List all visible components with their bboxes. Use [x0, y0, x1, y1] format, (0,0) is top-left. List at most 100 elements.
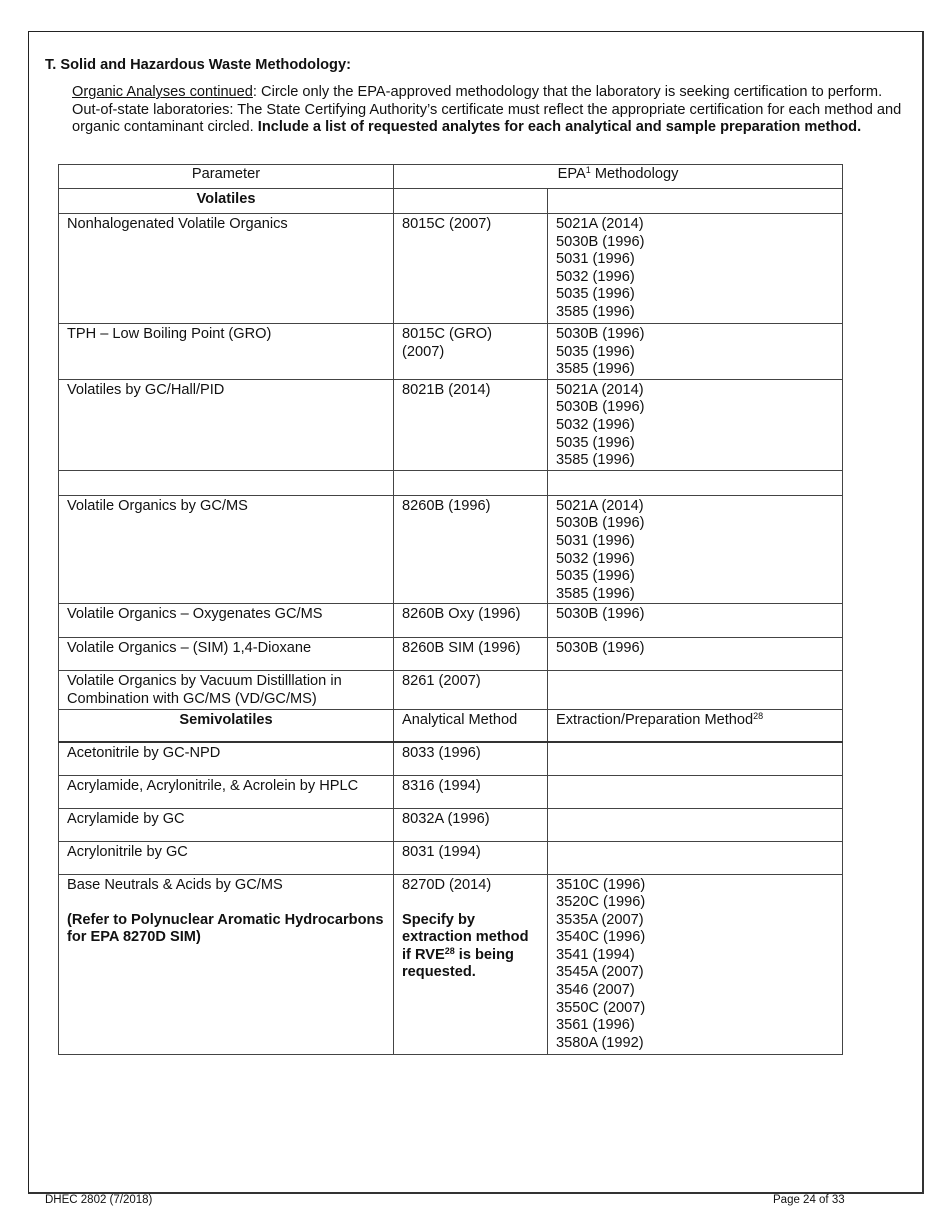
parameter-name: Acrylamide by GC	[67, 810, 185, 827]
prep-method-value: 5021A (2014)	[556, 497, 644, 514]
prep-cell: 5030B (1996)	[546, 603, 844, 639]
prep-cell	[546, 188, 844, 214]
parameter-cell: Volatile Organics by Vacuum Distilllatio…	[58, 670, 394, 710]
prep-method-value: 5030B (1996)	[556, 640, 645, 657]
method-value: 8021B (2014)	[402, 381, 491, 398]
table-row	[58, 469, 844, 496]
prep-cell: 5030B (1996)	[546, 637, 844, 672]
prep-method-value: 3550C (2007)	[556, 999, 646, 1016]
table-row: Acrylamide by GC 8032A (1996)	[58, 807, 844, 842]
table-row: Volatile Organics – Oxygenates GC/MS 8260…	[58, 603, 844, 639]
prep-method-value: 5030B (1996)	[556, 606, 645, 623]
footnote-ref: 28	[753, 710, 764, 721]
method-note: Specify by extraction method if RVE28 is…	[402, 912, 539, 982]
method-value: 8031 (1994)	[402, 843, 481, 860]
prep-cell: 3510C (1996) 3520C (1996) 3535A (2007) 3540…	[546, 873, 844, 1055]
footnote-ref: 1	[585, 165, 591, 175]
table-row: TPH – Low Boiling Point (GRO) 8015C (GRO)…	[58, 323, 844, 380]
method-cell: 8015C (2007)	[393, 213, 548, 324]
section-title: T. Solid and Hazardous Waste Methodology…	[45, 57, 351, 73]
table-header-row: Parameter EPA1 Methodology	[58, 164, 844, 189]
table-row: Base Neutrals & Acids by GC/MS (Refer to …	[58, 873, 844, 1055]
intro-paragraph: Organic Analyses continued: Circle only …	[72, 84, 912, 137]
method-value: 8260B SIM (1996)	[402, 640, 521, 657]
prep-cell	[546, 807, 844, 842]
prep-method-value: 3585 (1996)	[556, 361, 635, 378]
parameter-cell: Acrylonitrile by GC	[58, 840, 394, 875]
prep-method-value: 3546 (2007)	[556, 982, 635, 999]
prep-method-value: 5035 (1996)	[556, 568, 635, 585]
parameter-cell: Volatiles	[58, 188, 394, 214]
column-label: Analytical Method	[402, 711, 518, 728]
method-cell: 8260B (1996)	[393, 494, 548, 605]
parameter-cell: Volatile Organics – (SIM) 1,4-Dioxane	[58, 637, 394, 672]
prep-method-value: 5032 (1996)	[556, 416, 635, 433]
header-methodology-rest: Methodology	[590, 166, 679, 182]
method-cell: 8270D (2014) Specify by extraction method…	[393, 873, 548, 1055]
prep-method-value: 3540C (1996)	[556, 929, 646, 946]
parameter-cell: Base Neutrals & Acids by GC/MS (Refer to …	[58, 873, 394, 1055]
prep-cell: 5021A (2014) 5030B (1996) 5031 (1996) 5032 …	[546, 494, 844, 605]
method-value: 8260B Oxy (1996)	[402, 606, 521, 623]
method-value: (2007)	[402, 343, 445, 360]
table-row: Nonhalogenated Volatile Organics 8015C (2…	[58, 213, 844, 324]
prep-method-value: 5035 (1996)	[556, 434, 635, 451]
parameter-name: Volatile Organics – (SIM) 1,4-Dioxane	[67, 640, 312, 657]
prep-method-value: 5030B (1996)	[556, 233, 645, 250]
prep-method-value: 3541 (1994)	[556, 946, 635, 963]
prep-method-value: 3535A (2007)	[556, 911, 644, 928]
method-value: 8033 (1996)	[402, 745, 481, 761]
intro-bold: Include a list of requested analytes for…	[257, 119, 862, 136]
prep-method-value: 5030B (1996)	[556, 326, 645, 342]
method-cell: Analytical Method	[393, 708, 548, 743]
prep-method-value: 5032 (1996)	[556, 550, 635, 567]
method-value: 8260B (1996)	[402, 497, 491, 514]
header-parameter: Parameter	[58, 164, 394, 189]
group-heading: Volatiles	[196, 191, 256, 207]
column-label: Extraction/Preparation Method	[556, 711, 754, 728]
parameter-cell: Volatile Organics – Oxygenates GC/MS	[58, 603, 394, 639]
prep-method-value: 5021A (2014)	[556, 216, 644, 232]
parameter-name: Base Neutrals & Acids by GC/MS	[67, 876, 283, 893]
intro-text: : Circle only the EPA-approved methodolo…	[72, 84, 902, 136]
prep-method-value: 5035 (1996)	[556, 286, 635, 303]
parameter-name: Acetonitrile by GC-NPD	[67, 745, 221, 761]
prep-method-value: 5035 (1996)	[556, 343, 635, 360]
table-row: Acetonitrile by GC-NPD 8033 (1996)	[58, 741, 844, 776]
table-row: Volatiles by GC/Hall/PID 8021B (2014) 5021…	[58, 378, 844, 471]
method-note-text: Specify by extraction method if RVE	[402, 911, 529, 963]
prep-cell	[546, 774, 844, 809]
table-row: Volatile Organics – (SIM) 1,4-Dioxane 826…	[58, 637, 844, 672]
prep-method-value: 3520C (1996)	[556, 894, 646, 911]
methodology-table: Parameter EPA1 Methodology Volatiles Nonh…	[58, 164, 844, 1055]
method-cell: 8032A (1996)	[393, 807, 548, 842]
spacer	[67, 894, 385, 912]
method-cell: 8021B (2014)	[393, 378, 548, 471]
parameter-cell: Acrylamide by GC	[58, 807, 394, 842]
parameter-name: Acrylonitrile by GC	[67, 843, 188, 860]
method-cell: 8260B SIM (1996)	[393, 637, 548, 672]
footer-page-number: Page 24 of 33	[773, 1194, 845, 1206]
parameter-cell	[58, 469, 394, 496]
prep-method-value: 3510C (1996)	[556, 876, 646, 893]
prep-method-value: 3580A (1992)	[556, 1034, 644, 1051]
method-cell: 8015C (GRO) (2007)	[393, 323, 548, 380]
method-value: 8261 (2007)	[402, 673, 481, 690]
parameter-cell: TPH – Low Boiling Point (GRO)	[58, 323, 394, 380]
method-cell: 8260B Oxy (1996)	[393, 603, 548, 639]
method-cell: 8033 (1996)	[393, 741, 548, 776]
prep-method-value: 3585 (1996)	[556, 585, 635, 602]
parameter-cell: Volatile Organics by GC/MS	[58, 494, 394, 605]
table-row: Volatiles	[58, 188, 844, 214]
prep-cell: 5030B (1996) 5035 (1996) 3585 (1996)	[546, 323, 844, 380]
parameter-name: Volatile Organics by GC/MS	[67, 497, 248, 514]
footer-form-id: DHEC 2802 (7/2018)	[45, 1194, 153, 1206]
method-value: 8316 (1994)	[402, 777, 481, 794]
method-value: 8032A (1996)	[402, 810, 490, 827]
parameter-cell: Acrylamide, Acrylonitrile, & Acrolein by…	[58, 774, 394, 809]
table-row: Semivolatiles Analytical Method Extraction…	[58, 708, 844, 743]
prep-cell	[546, 840, 844, 875]
parameter-name: Volatile Organics – Oxygenates GC/MS	[67, 606, 323, 623]
group-heading: Semivolatiles	[179, 711, 273, 728]
